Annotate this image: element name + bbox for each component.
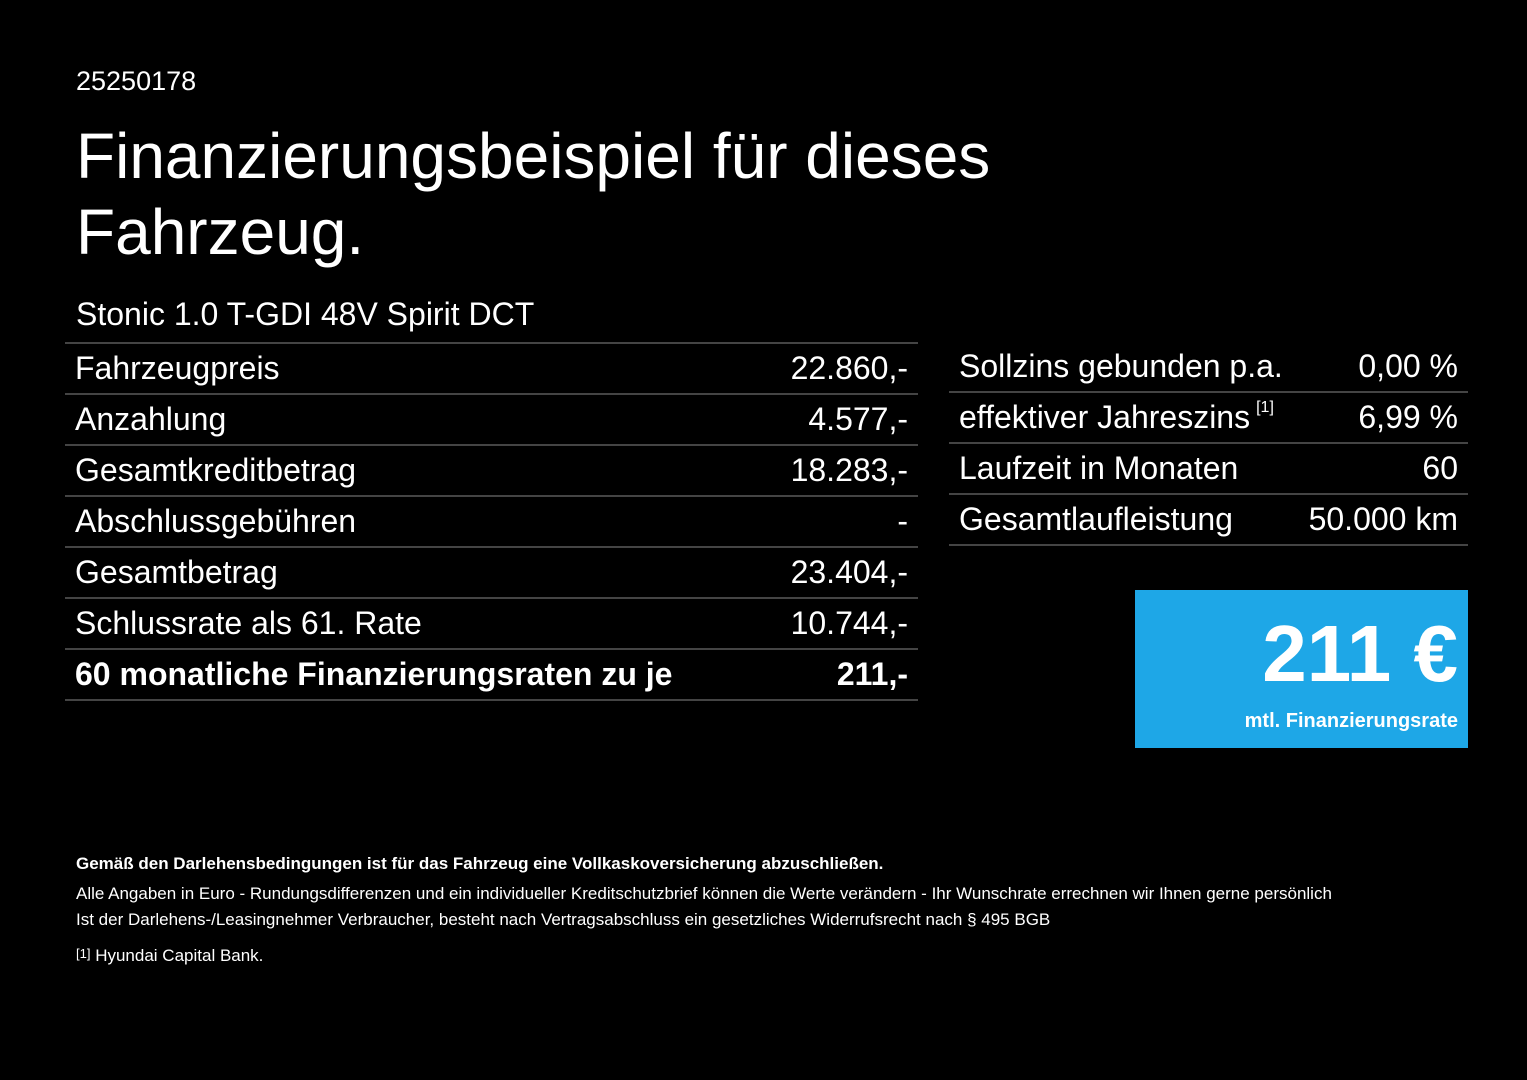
- title: Finanzierungsbeispiel für dieses Fahrzeug…: [76, 118, 990, 270]
- label-text: Abschlussgebühren: [75, 503, 357, 539]
- row: Gesamtlaufleistung 50.000 km: [949, 494, 1468, 546]
- rate-label: mtl. Finanzierungsrate: [1244, 710, 1458, 732]
- row-label: Abschlussgebühren: [65, 496, 763, 548]
- row: Fahrzeugpreis 22.860,-: [65, 343, 918, 395]
- row-label: Gesamtbetrag: [65, 547, 763, 599]
- row-value: 22.860,-: [762, 343, 918, 395]
- row: Laufzeit in Monaten 60: [949, 443, 1468, 495]
- label-text: Gesamtbetrag: [75, 554, 278, 590]
- row-label: Fahrzeugpreis: [65, 343, 763, 395]
- title-line: Finanzierungsbeispiel für dieses: [76, 120, 991, 192]
- rate-box: 211 € mtl. Finanzierungsrate: [1135, 590, 1468, 748]
- label-text: effektiver Jahreszins: [959, 399, 1251, 435]
- label-text: Fahrzeugpreis: [75, 350, 280, 386]
- left-table: Fahrzeugpreis 22.860,- Anzahlung 4.577,- Ges…: [65, 342, 918, 701]
- row-value: 211,-: [762, 649, 918, 701]
- rate-amount: 211 €: [1262, 609, 1458, 698]
- title-line: Fahrzeug.: [76, 196, 365, 268]
- row-label: Sollzins gebunden p.a.: [949, 342, 1297, 393]
- row: effektiver Jahreszins [1] 6,99 %: [949, 392, 1468, 444]
- label-text: Sollzins gebunden p.a.: [959, 348, 1283, 384]
- label-text: Gesamtlaufleistung: [959, 501, 1233, 537]
- row: Anzahlung 4.577,-: [65, 394, 918, 446]
- footnote-ref: [1]: [76, 946, 91, 961]
- label-text: 60 monatliche Finanzierungsraten zu je: [75, 656, 673, 692]
- footnote: Hyundai Capital Bank.: [95, 946, 264, 965]
- row-label: Schlussrate als 61. Rate: [65, 598, 763, 650]
- model: Stonic 1.0 T-GDI 48V Spirit DCT: [76, 296, 535, 332]
- row: Schlussrate als 61. Rate 10.744,-: [65, 598, 918, 650]
- row: Gesamtkreditbetrag 18.283,-: [65, 445, 918, 497]
- row-label: Gesamtlaufleistung: [949, 494, 1297, 546]
- row: Sollzins gebunden p.a. 0,00 %: [949, 342, 1468, 393]
- label-text: Anzahlung: [75, 401, 227, 437]
- row-value: 10.744,-: [762, 598, 918, 650]
- row-label: Anzahlung: [65, 394, 763, 446]
- row-value: 23.404,-: [762, 547, 918, 599]
- footnote-ref: [1]: [1256, 399, 1274, 416]
- row-label: Laufzeit in Monaten: [949, 443, 1297, 495]
- row-label: Gesamtkreditbetrag: [65, 445, 763, 497]
- row-value: 4.577,-: [762, 394, 918, 446]
- label-text: Schlussrate als 61. Rate: [75, 605, 422, 641]
- row-value: 60: [1296, 443, 1468, 495]
- footer-bold: Gemäß den Darlehensbedingungen ist für d…: [76, 854, 884, 873]
- row-value: -: [762, 496, 918, 548]
- row-value: 6,99 %: [1296, 392, 1468, 444]
- offer-id: 25250178: [76, 66, 197, 96]
- row: 60 monatliche Finanzierungsraten zu je 21…: [65, 649, 918, 701]
- row-value: 0,00 %: [1296, 342, 1468, 393]
- row: Gesamtbetrag 23.404,-: [65, 547, 918, 599]
- row-label: effektiver Jahreszins [1]: [949, 392, 1297, 444]
- row-value: 18.283,-: [762, 445, 918, 497]
- footer-line: Ist der Darlehens-/Leasingnehmer Verbrau…: [76, 910, 1051, 929]
- row: Abschlussgebühren -: [65, 496, 918, 548]
- footer-line: Alle Angaben in Euro - Rundungsdifferenz…: [76, 884, 1332, 903]
- row-label: 60 monatliche Finanzierungsraten zu je: [65, 649, 763, 701]
- row-value: 50.000 km: [1296, 494, 1468, 546]
- label-text: Laufzeit in Monaten: [959, 450, 1239, 486]
- label-text: Gesamtkreditbetrag: [75, 452, 357, 488]
- right-table: Sollzins gebunden p.a. 0,00 % effektiver J…: [949, 342, 1468, 546]
